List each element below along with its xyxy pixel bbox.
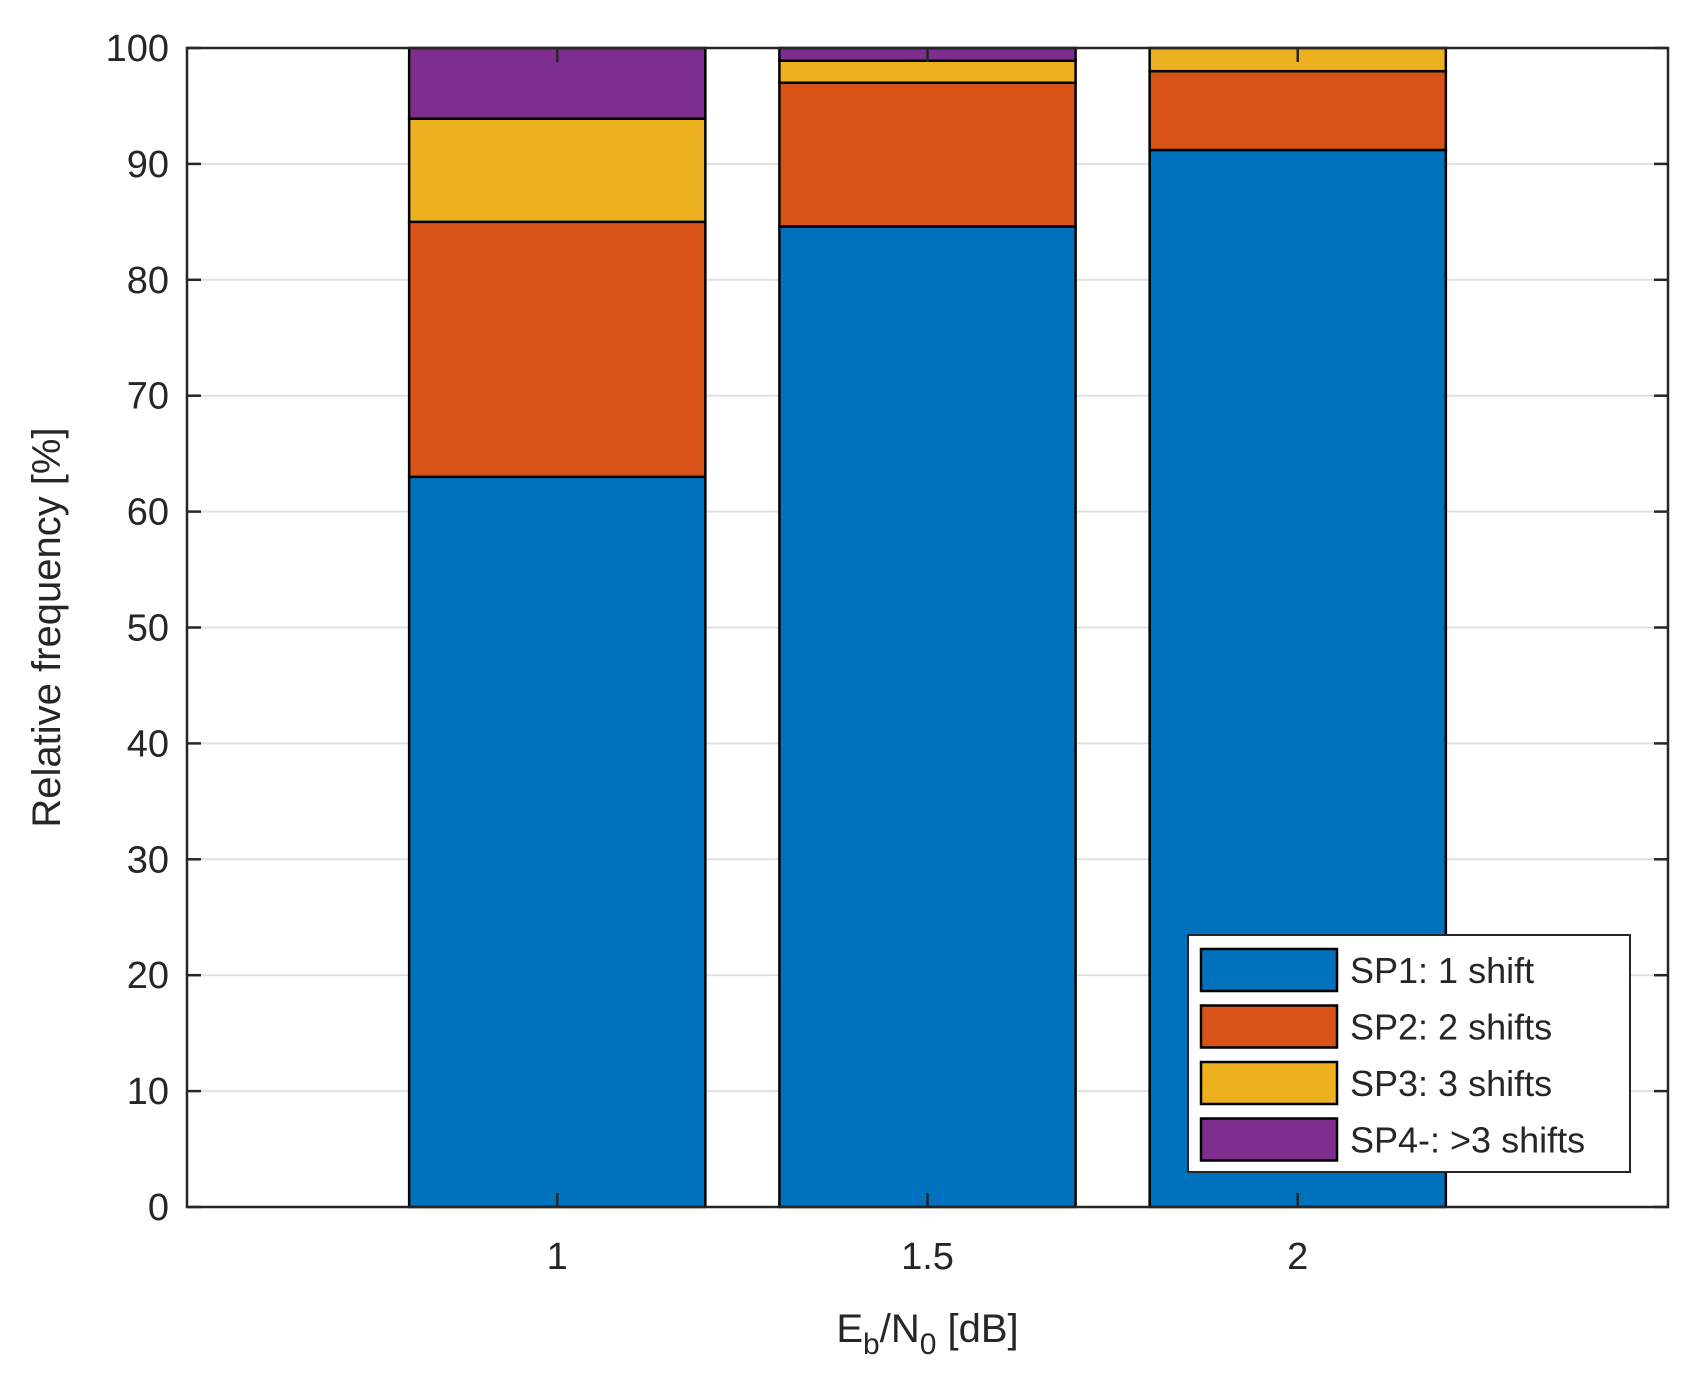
x-tick-label: 2 — [1287, 1236, 1308, 1278]
legend-label: SP1: 1 shift — [1350, 950, 1534, 991]
legend-swatch — [1199, 1060, 1339, 1106]
legend-label: SP3: 3 shifts — [1350, 1063, 1552, 1104]
x-axis-title: Eb/N0 [dB] — [836, 1307, 1018, 1361]
y-tick-label: 90 — [127, 144, 169, 186]
x-axis-title-mid: /N — [880, 1307, 920, 1351]
x-axis-title-sub2: 0 — [920, 1328, 937, 1361]
x-axis-title-tail: [dB] — [936, 1307, 1018, 1351]
legend-label: SP2: 2 shifts — [1350, 1007, 1552, 1048]
legend-swatch — [1199, 1117, 1339, 1162]
y-tick-label: 20 — [127, 955, 169, 997]
bar-segment-2-cat-1 — [407, 220, 707, 479]
x-tick-label: 1.5 — [901, 1236, 954, 1278]
x-axis-title-sub1: b — [863, 1328, 880, 1361]
legend-swatch — [1199, 947, 1339, 993]
bar-segment-2-cat-2 — [778, 81, 1077, 228]
bar-segment-3-cat-2 — [778, 59, 1077, 85]
y-tick-label: 50 — [127, 608, 169, 650]
legend: SP1: 1 shift SP2: 2 shifts SP3: 3 shifts SP… — [1187, 934, 1631, 1173]
y-tick-label: 0 — [148, 1187, 169, 1229]
bar-segment-1-cat-1 — [407, 475, 707, 1209]
y-axis-title: Relative frequency [%] — [25, 427, 69, 827]
y-tick-label: 40 — [127, 723, 169, 765]
y-tick-label: 70 — [127, 376, 169, 418]
x-axis-title-main: E — [836, 1307, 863, 1351]
tick-labels: 0 10 20 30 40 50 60 70 80 90 100 1 1.5 2 — [106, 28, 1309, 1278]
bar-segment-2-cat-3 — [1148, 69, 1448, 152]
x-tick-label: 1 — [547, 1236, 568, 1278]
legend-label: SP4-: >3 shifts — [1350, 1120, 1585, 1161]
y-tick-label: 30 — [127, 839, 169, 881]
legend-swatch — [1199, 1004, 1339, 1049]
y-tick-label: 100 — [106, 28, 169, 70]
bar-segment-1-cat-2 — [778, 225, 1077, 1209]
y-tick-label: 10 — [127, 1071, 169, 1113]
y-tick-label: 80 — [127, 260, 169, 302]
axis-ticks — [187, 46, 1668, 1209]
bar-segment-3-cat-1 — [407, 117, 707, 224]
y-tick-label: 60 — [127, 492, 169, 534]
